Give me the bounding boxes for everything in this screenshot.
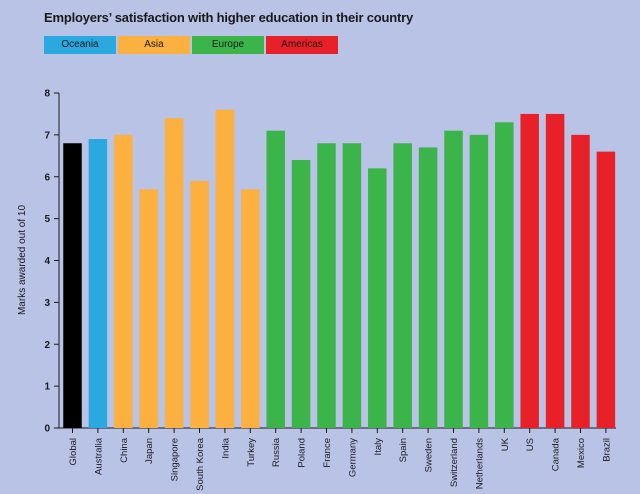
x-tick-label-sweden: Sweden (424, 438, 435, 472)
x-tick-label-china: China (119, 437, 130, 463)
bar-spain (393, 143, 412, 428)
x-tick-label-switzerland: Switzerland (449, 438, 460, 487)
y-tick-label: 7 (44, 130, 50, 141)
legend-item-oceania: Oceania (44, 36, 116, 54)
bar-china (114, 134, 133, 428)
bar-netherlands (469, 134, 489, 428)
x-tick-label-brazil: Brazil (601, 438, 612, 462)
x-tick-label-netherlands: Netherlands (474, 438, 485, 489)
bar-italy (368, 168, 387, 428)
bar-japan (139, 189, 158, 428)
legend: Oceania Asia Europe Americas (44, 36, 338, 54)
bar-germany (342, 143, 362, 428)
bar-singapore (164, 118, 184, 428)
legend-item-americas: Americas (266, 36, 338, 54)
bar-canada (545, 113, 565, 428)
y-axis-label: Marks awarded out of 10 (17, 205, 28, 315)
x-tick-label-spain: Spain (398, 438, 409, 462)
bar-mexico (571, 134, 590, 428)
x-tick-label-india: India (220, 437, 231, 458)
bar-turkey (241, 189, 260, 428)
y-tick-label: 2 (44, 340, 50, 351)
bar-sweden (418, 147, 438, 428)
bar-france (317, 143, 336, 428)
y-tick-label: 8 (44, 89, 50, 100)
bar-uk (495, 122, 514, 428)
y-tick-label: 3 (44, 298, 50, 309)
x-tick-label-us: US (525, 438, 536, 451)
legend-item-europe: Europe (192, 36, 264, 54)
bar-global (63, 143, 82, 428)
x-tick-label-south-korea: South Korea (195, 437, 206, 491)
bar-brazil (596, 151, 616, 428)
bar-poland (291, 160, 311, 428)
x-tick-label-uk: UK (500, 437, 511, 451)
legend-item-asia: Asia (118, 36, 190, 54)
x-tick-label-australia: Australia (93, 437, 104, 475)
x-tick-label-russia: Russia (271, 437, 282, 467)
y-tick-label: 0 (44, 424, 50, 435)
x-tick-label-france: France (322, 438, 333, 468)
x-tick-label-mexico: Mexico (576, 438, 587, 468)
x-tick-label-turkey: Turkey (246, 438, 257, 467)
bar-switzerland (444, 130, 463, 428)
bar-us (520, 113, 539, 428)
y-tick-label: 4 (44, 256, 50, 267)
chart-title: Employers’ satisfaction with higher educ… (44, 10, 413, 25)
x-tick-label-poland: Poland (297, 438, 308, 468)
bar-india (215, 109, 235, 428)
x-tick-label-singapore: Singapore (170, 438, 181, 481)
y-tick-label: 6 (44, 172, 50, 183)
x-tick-label-global: Global (68, 438, 79, 465)
x-tick-label-germany: Germany (347, 438, 358, 477)
bar-australia (88, 139, 108, 428)
y-tick-label: 5 (44, 214, 50, 225)
y-tick-label: 1 (44, 382, 50, 393)
x-tick-label-canada: Canada (551, 437, 562, 471)
x-tick-label-japan: Japan (144, 438, 155, 464)
bar-russia (266, 130, 285, 428)
x-tick-label-italy: Italy (373, 438, 384, 456)
bar-south-korea (190, 180, 209, 428)
